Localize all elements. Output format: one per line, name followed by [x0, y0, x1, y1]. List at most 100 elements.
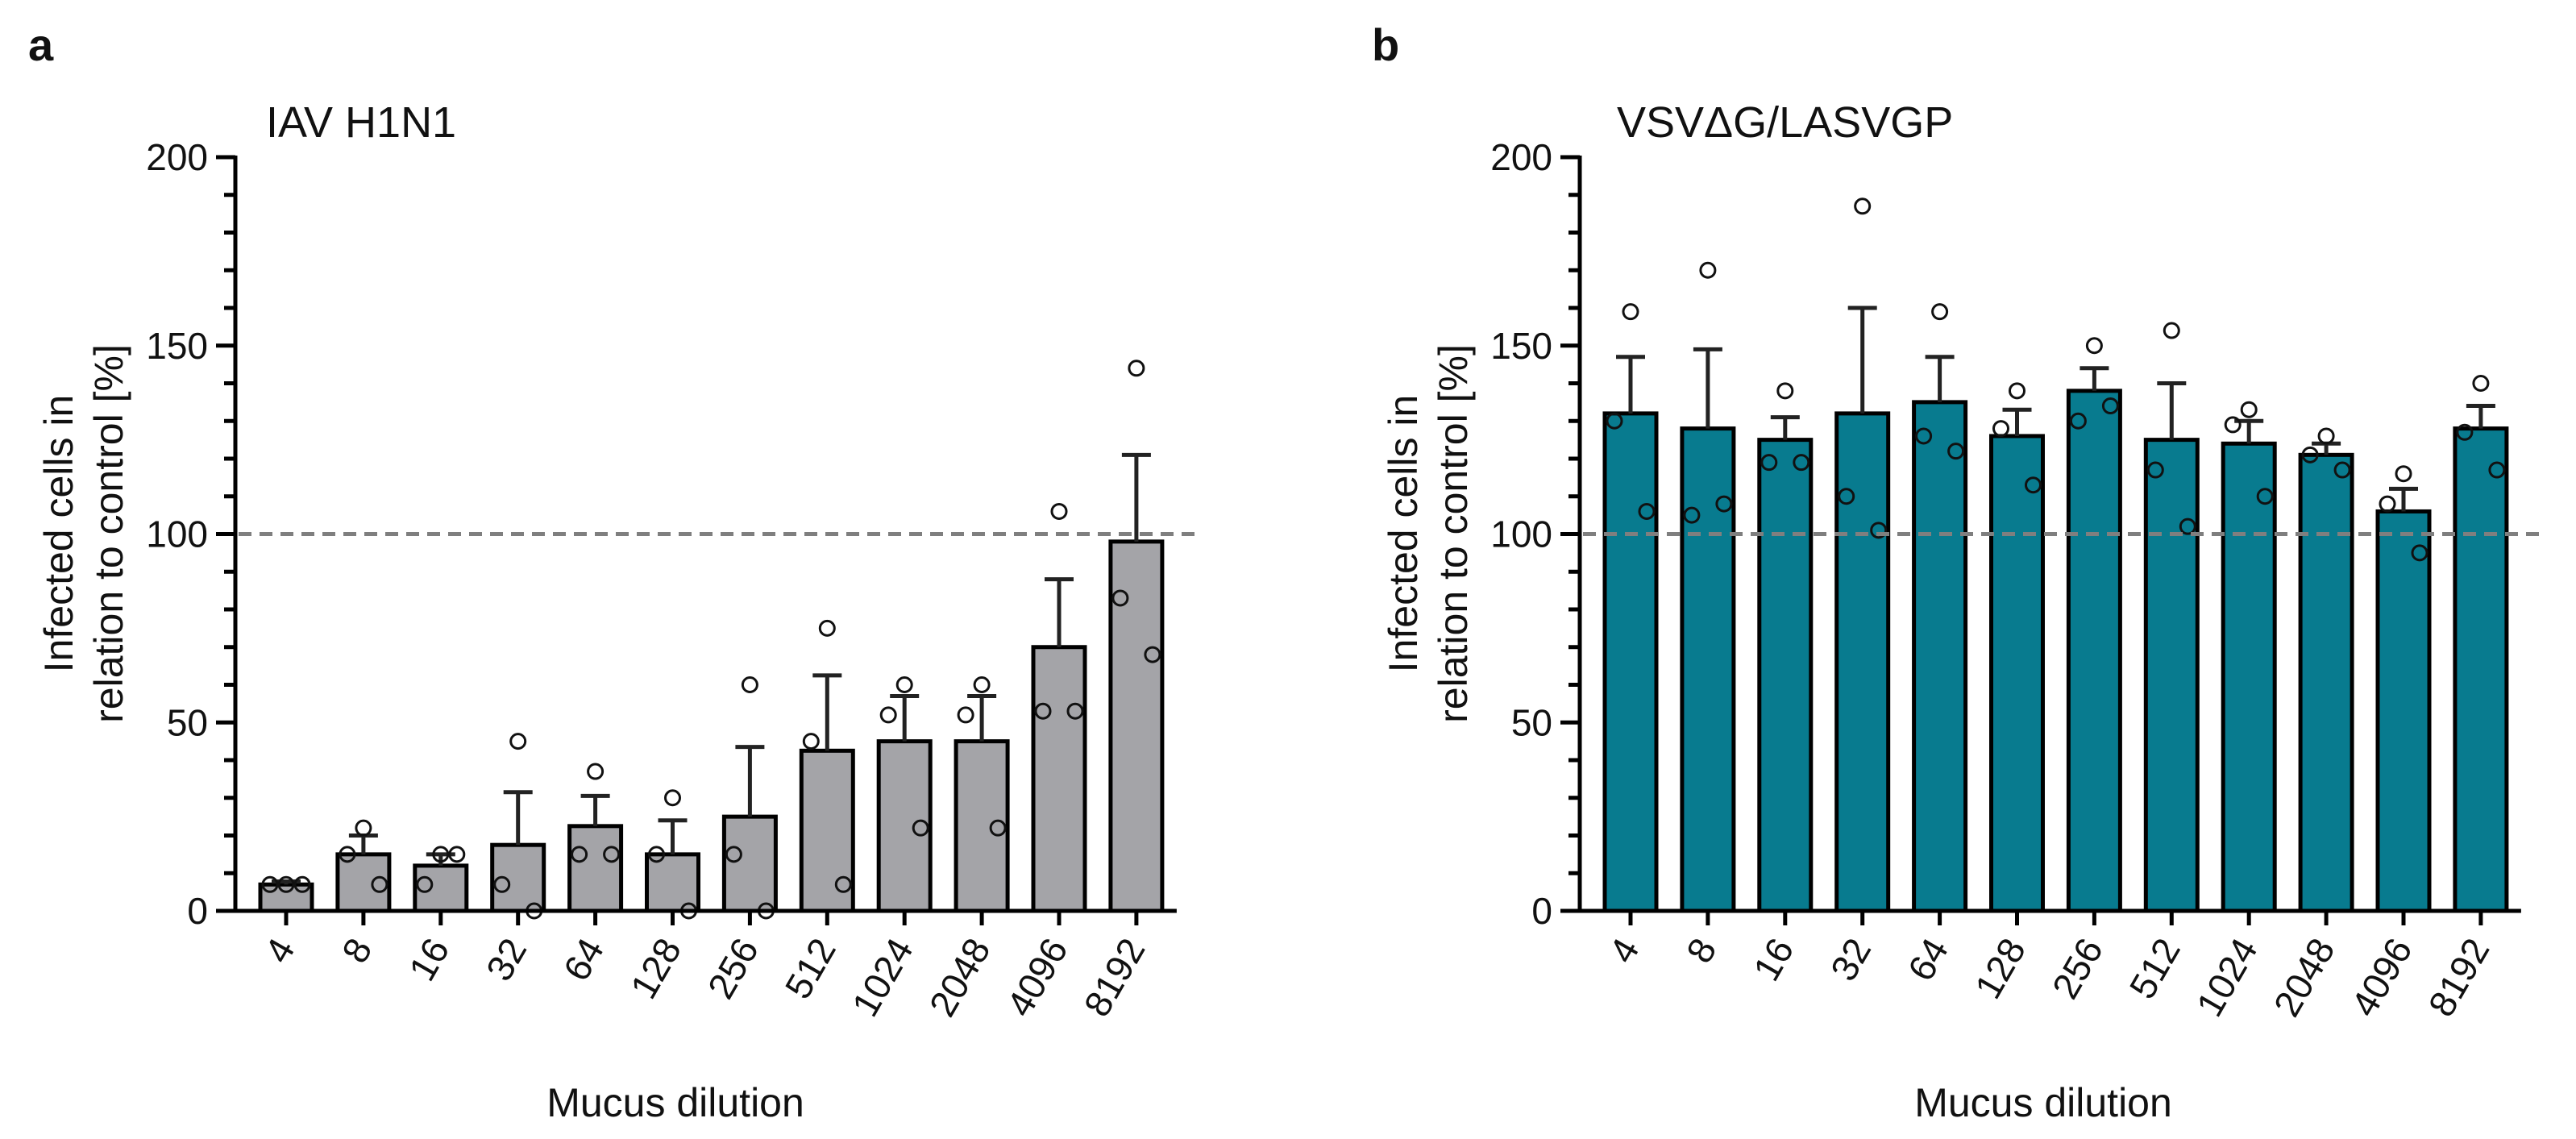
chart-title: IAV H1N1 — [266, 98, 456, 147]
bar-8192 — [2453, 426, 2509, 913]
bar-512 — [2143, 438, 2200, 913]
data-point — [1793, 454, 1810, 472]
bar-8 — [1680, 426, 1736, 913]
bar-4096 — [2375, 509, 2432, 913]
y-tick-label: 100 — [146, 513, 208, 555]
x-axis-title: Mucus dilution — [546, 1080, 804, 1125]
data-point — [509, 733, 527, 750]
data-point — [1992, 420, 2009, 438]
data-point — [277, 875, 295, 893]
data-point — [2472, 375, 2490, 392]
y-axis-title-line: Infected cells in — [1381, 395, 1426, 673]
x-tick-label: 128 — [622, 931, 689, 1005]
data-point — [2488, 461, 2506, 479]
data-point — [1066, 702, 1084, 720]
data-point — [448, 846, 466, 863]
y-tick-label: 200 — [1490, 136, 1552, 178]
data-point — [2009, 382, 2025, 400]
x-tick-label: 256 — [2044, 931, 2111, 1005]
data-point — [1699, 261, 1717, 279]
x-tick-label: 8 — [1678, 931, 1725, 970]
data-point — [1931, 303, 1949, 321]
x-tick-label: 4096 — [2342, 931, 2420, 1024]
bar-16 — [1757, 438, 1814, 913]
y-axis-title: Infected cells in relation to control [%] — [36, 344, 131, 723]
bar-32 — [1834, 411, 1891, 913]
bar-8192 — [1108, 539, 1165, 913]
data-point — [2333, 461, 2351, 479]
data-point — [957, 706, 974, 724]
data-point — [989, 819, 1007, 837]
data-point — [1947, 443, 1965, 460]
data-point — [2317, 427, 2335, 445]
bar-4096 — [1031, 645, 1087, 913]
x-tick-label: 4096 — [998, 931, 1075, 1024]
data-point — [1144, 646, 1161, 663]
panel-letter: a — [28, 19, 54, 70]
x-tick-label: 2048 — [2266, 931, 2343, 1024]
chart-title: VSVΔG/LASVGP — [1617, 98, 1953, 147]
bar-2048 — [2298, 452, 2354, 913]
data-point — [1683, 506, 1701, 524]
x-tick-label: 8192 — [2420, 931, 2497, 1024]
data-point — [664, 789, 681, 807]
data-point — [2179, 518, 2196, 535]
data-point — [648, 846, 665, 863]
x-tick-label: 32 — [1822, 931, 1880, 987]
x-tick-label: 128 — [1967, 931, 2034, 1005]
data-point — [416, 875, 434, 893]
data-point — [1854, 197, 1872, 215]
data-point — [1870, 522, 1888, 539]
data-point — [293, 875, 311, 893]
y-tick-label: 50 — [167, 701, 208, 743]
data-point — [2085, 337, 2103, 355]
y-axis-title-line: relation to control [%] — [1431, 344, 1476, 723]
data-point — [912, 819, 929, 837]
bar-4 — [1602, 411, 1659, 913]
y-axis-title-line: relation to control [%] — [86, 344, 131, 723]
data-point — [1622, 303, 1639, 321]
data-point — [339, 846, 356, 863]
x-tick-label: 4 — [1601, 931, 1647, 970]
data-point — [1606, 412, 1623, 430]
data-point — [1111, 589, 1129, 607]
x-tick-label: 32 — [478, 931, 535, 987]
x-tick-label: 2048 — [921, 931, 999, 1024]
data-point — [2146, 461, 2164, 479]
data-point — [2379, 495, 2396, 513]
data-point — [1050, 502, 1068, 520]
bar-512 — [799, 748, 855, 913]
bar-64 — [567, 824, 624, 913]
data-point — [2025, 476, 2042, 494]
data-point — [1838, 488, 1855, 505]
data-point — [371, 875, 388, 893]
y-axis-title-line: Infected cells in — [36, 395, 81, 673]
data-point — [1128, 360, 1145, 377]
x-tick-label: 512 — [2121, 931, 2188, 1005]
data-point — [261, 875, 279, 893]
bar-64 — [1912, 400, 1968, 913]
data-point — [725, 846, 742, 863]
bar-1024 — [876, 739, 933, 913]
data-point — [1034, 702, 1052, 720]
bar-256 — [721, 814, 778, 913]
data-point — [1915, 427, 1933, 445]
data-point — [1760, 454, 1778, 472]
bar-2048 — [954, 739, 1010, 913]
y-tick-label: 100 — [1490, 513, 1552, 555]
data-point — [571, 846, 588, 863]
data-point — [587, 763, 605, 780]
y-tick-label: 150 — [1490, 325, 1552, 367]
x-axis-title: Mucus dilution — [1914, 1080, 2172, 1125]
bar-256 — [2066, 389, 2122, 913]
data-point — [879, 706, 897, 724]
x-tick-label: 16 — [1745, 931, 1802, 987]
data-point — [2411, 544, 2429, 562]
x-tick-label: 512 — [777, 931, 844, 1005]
x-tick-label: 1024 — [844, 931, 921, 1024]
y-axis-title: Infected cells in relation to control [%] — [1381, 344, 1476, 723]
panel-letter: b — [1372, 19, 1399, 70]
data-point — [895, 676, 913, 693]
